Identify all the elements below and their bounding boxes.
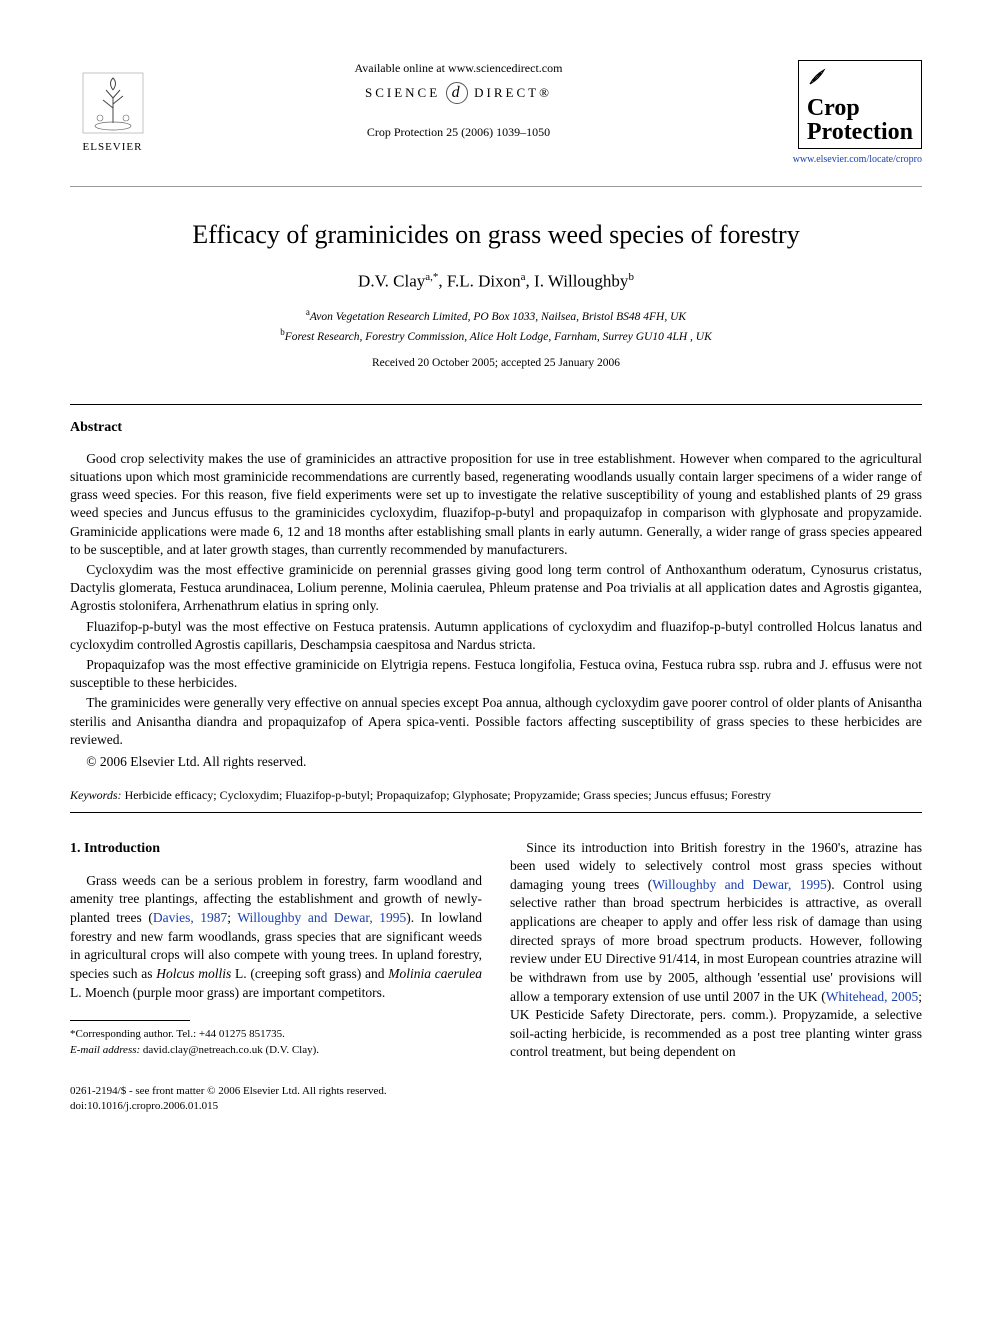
abstract-p4: Propaquizafop was the most effective gra… — [70, 656, 922, 692]
issn-line: 0261-2194/$ - see front matter © 2006 El… — [70, 1084, 387, 1099]
email-line: E-mail address: david.clay@netreach.co.u… — [70, 1043, 482, 1058]
sciencedirect-logo: SCIENCE d DIRECT® — [365, 82, 552, 104]
body-columns: 1. Introduction Grass weeds can be a ser… — [70, 839, 922, 1063]
author-1: D.V. Clay — [358, 272, 425, 291]
sciencedirect-symbol: d — [446, 82, 468, 104]
intro-sep1: ; — [227, 910, 237, 925]
affiliations: aAvon Vegetation Research Limited, PO Bo… — [70, 306, 922, 346]
author-1-sup: a,* — [425, 271, 438, 283]
ref-willoughby-dewar-1995-b[interactable]: Willoughby and Dewar, 1995 — [652, 877, 827, 892]
corresponding-author-footnote: *Corresponding author. Tel.: +44 01275 8… — [70, 1027, 482, 1058]
sciencedirect-right: DIRECT® — [474, 84, 552, 102]
ref-davies-1987[interactable]: Davies, 1987 — [153, 910, 227, 925]
abstract-p1: Good crop selectivity makes the use of g… — [70, 450, 922, 559]
abstract-p5: The graminicides were generally very eff… — [70, 694, 922, 749]
keywords-block: Keywords: Herbicide efficacy; Cycloxydim… — [70, 787, 922, 803]
journal-url-link[interactable]: www.elsevier.com/locate/cropro — [762, 153, 922, 167]
header-divider — [70, 186, 922, 187]
page-header: ELSEVIER Available online at www.science… — [70, 60, 922, 166]
column-right: Since its introduction into British fore… — [510, 839, 922, 1063]
copyright-line: © 2006 Elsevier Ltd. All rights reserved… — [70, 753, 922, 771]
corr-tel: +44 01275 851735. — [199, 1028, 285, 1040]
keywords-text: Herbicide efficacy; Cycloxydim; Fluazifo… — [125, 788, 771, 802]
abstract-body: Good crop selectivity makes the use of g… — [70, 450, 922, 772]
intro-text-1c: L. (creeping soft grass) and — [231, 966, 388, 981]
journal-name-line1: Crop — [807, 96, 913, 120]
elsevier-label: ELSEVIER — [83, 140, 143, 155]
email-label: E-mail address: — [70, 1044, 140, 1056]
ref-whitehead-2005[interactable]: Whitehead, 2005 — [826, 989, 919, 1004]
intro-text-2b: ). Control using selective rather than b… — [510, 877, 922, 1004]
intro-col1-p1: Grass weeds can be a serious problem in … — [70, 872, 482, 1002]
header-center: Available online at www.sciencedirect.co… — [155, 60, 762, 140]
received-accepted-dates: Received 20 October 2005; accepted 25 Ja… — [70, 356, 922, 372]
abstract-bottom-divider — [70, 812, 922, 813]
author-3: I. Willoughby — [534, 272, 628, 291]
keywords-label: Keywords: — [70, 788, 122, 802]
page-footer: 0261-2194/$ - see front matter © 2006 El… — [70, 1084, 922, 1114]
citation-text: Crop Protection 25 (2006) 1039–1050 — [175, 124, 742, 140]
doi-line: doi:10.1016/j.cropro.2006.01.015 — [70, 1099, 387, 1114]
journal-logo-block: Crop Protection www.elsevier.com/locate/… — [762, 60, 922, 166]
article-title: Efficacy of graminicides on grass weed s… — [70, 217, 922, 252]
email-paren: (D.V. Clay). — [265, 1044, 319, 1056]
available-online-text: Available online at www.sciencedirect.co… — [175, 60, 742, 76]
elsevier-logo: ELSEVIER — [70, 60, 155, 155]
abstract-p2: Cycloxydim was the most effective gramin… — [70, 561, 922, 616]
abstract-heading: Abstract — [70, 419, 922, 438]
journal-name-line2: Protection — [807, 120, 913, 144]
corr-author-line: *Corresponding author. Tel.: +44 01275 8… — [70, 1027, 482, 1042]
sciencedirect-left: SCIENCE — [365, 84, 440, 102]
affiliation-a-text: Avon Vegetation Research Limited, PO Box… — [310, 311, 686, 323]
author-list: D.V. Claya,*, F.L. Dixona, I. Willoughby… — [70, 270, 922, 294]
email-address[interactable]: david.clay@netreach.co.uk — [143, 1044, 263, 1056]
corr-label: *Corresponding author. Tel.: — [70, 1028, 199, 1040]
leaf-icon — [807, 67, 827, 87]
ref-willoughby-dewar-1995-a[interactable]: Willoughby and Dewar, 1995 — [237, 910, 406, 925]
species-holcus-mollis: Holcus mollis — [156, 966, 231, 981]
author-3-sup: b — [628, 271, 634, 283]
affiliation-b: bForest Research, Forestry Commission, A… — [70, 326, 922, 346]
abstract-top-divider — [70, 404, 922, 405]
journal-title-box: Crop Protection — [798, 60, 922, 149]
footnote-divider — [70, 1020, 190, 1021]
affiliation-b-text: Forest Research, Forestry Commission, Al… — [285, 331, 712, 343]
species-molinia-caerulea: Molinia caerulea — [388, 966, 482, 981]
footer-left: 0261-2194/$ - see front matter © 2006 El… — [70, 1084, 387, 1114]
intro-col2-p1: Since its introduction into British fore… — [510, 839, 922, 1063]
affiliation-a: aAvon Vegetation Research Limited, PO Bo… — [70, 306, 922, 326]
author-2-sup: a — [521, 271, 526, 283]
intro-text-1d: L. Moench (purple moor grass) are import… — [70, 985, 385, 1000]
column-left: 1. Introduction Grass weeds can be a ser… — [70, 839, 482, 1063]
author-2: F.L. Dixon — [447, 272, 521, 291]
abstract-p3: Fluazifop-p-butyl was the most effective… — [70, 618, 922, 654]
introduction-heading: 1. Introduction — [70, 839, 482, 858]
elsevier-tree-icon — [78, 68, 148, 138]
